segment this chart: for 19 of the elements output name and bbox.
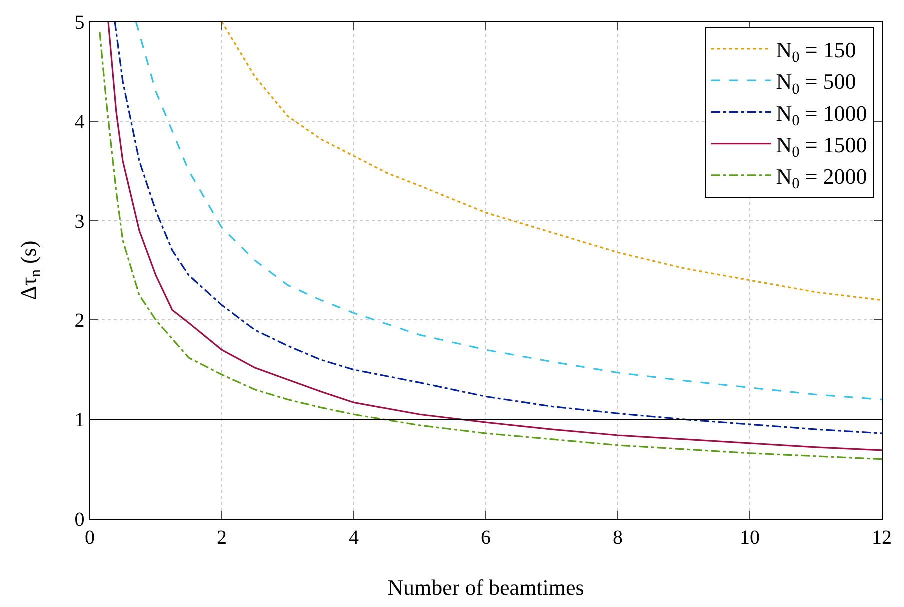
legend-label: N$_{0}$ = 1000 <box>776 100 868 130</box>
legend-label: N$_{0}$ = 150 <box>776 38 856 66</box>
y-tick-label: 2 <box>74 310 85 332</box>
x-tick-label: 10 <box>740 527 760 550</box>
y-tick-label: 1 <box>74 410 85 432</box>
x-axis-title: Number of beamtimes <box>388 575 584 600</box>
x-tick-label: 6 <box>481 527 491 550</box>
legend-label: N$_{0}$ = 500 <box>776 69 856 98</box>
legend-label: N$_{0}$ = 1500 <box>776 132 868 161</box>
x-tick-label: 12 <box>872 527 892 550</box>
legend-label: N$_{0}$ = 2000 <box>776 164 868 193</box>
y-tick-label: 5 <box>74 12 85 34</box>
x-tick-label: 4 <box>349 527 359 550</box>
y-tick-label: 4 <box>74 111 85 134</box>
x-tick-label: 8 <box>613 527 623 550</box>
y-tick-label: 3 <box>74 210 85 233</box>
line-series <box>221 22 882 302</box>
y-tick-label: 0 <box>74 509 85 531</box>
x-tick-label: 2 <box>217 527 227 550</box>
